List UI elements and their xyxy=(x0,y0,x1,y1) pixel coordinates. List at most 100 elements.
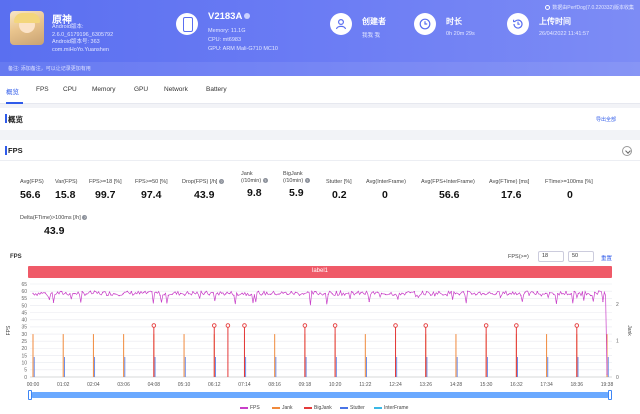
y-right-tick-label: 2 xyxy=(616,302,619,308)
fps-point xyxy=(73,293,75,295)
help-icon[interactable]: ? xyxy=(218,179,224,185)
reset-button[interactable]: 重置 xyxy=(601,256,613,262)
x-tick-label: 13:26 xyxy=(419,382,432,388)
bigjank-marker xyxy=(514,323,519,328)
device-info: Memory: 11.1G CPU: mt6983 GPU: ARM Mali-… xyxy=(208,27,278,54)
time-range-slider[interactable] xyxy=(30,392,610,398)
fps-threshold-max-input[interactable]: 50 xyxy=(568,251,594,262)
metric-delta-ftime: Delta(FTime)>100ms [/h] ? 43.9 xyxy=(20,215,88,237)
fps-point xyxy=(212,292,214,294)
app-package: com.miHoYo.Yuanshen xyxy=(52,46,109,53)
legend-item-fps[interactable]: FPS xyxy=(240,405,260,411)
tab-cpu[interactable]: CPU xyxy=(63,86,77,93)
fps-point xyxy=(356,292,358,294)
y-tick-label: 55 xyxy=(21,296,27,302)
slider-right-handle[interactable] xyxy=(608,390,612,400)
fps-point xyxy=(245,294,247,296)
bigjank-marker xyxy=(423,323,428,328)
fps-point xyxy=(315,291,317,293)
fps-point xyxy=(241,292,243,294)
legend-item-stutter[interactable]: Stutter xyxy=(340,405,365,411)
x-tick-label: 10:20 xyxy=(329,382,342,388)
fps-point xyxy=(167,294,169,296)
fps-point xyxy=(532,291,534,293)
fps-threshold-min-input[interactable]: 18 xyxy=(538,251,564,262)
device-memory: Memory: 11.1G xyxy=(208,28,246,34)
bigjank-marker xyxy=(212,323,217,328)
fps-series-line xyxy=(32,289,608,375)
tab-memory[interactable]: Memory xyxy=(92,86,116,93)
help-icon[interactable]: ? xyxy=(262,177,268,183)
tab-network[interactable]: Network xyxy=(164,86,188,93)
fps-point xyxy=(454,293,456,295)
x-tick-label: 01:02 xyxy=(57,382,70,388)
fps-point xyxy=(487,292,489,294)
fps-point xyxy=(450,291,452,293)
phone-icon xyxy=(176,13,198,35)
fps-point xyxy=(458,294,460,296)
fps-point xyxy=(397,298,399,300)
legend-item-interframe[interactable]: InterFrame xyxy=(374,405,408,411)
app-meta: Android版本: 2.6.0_6179196_6305792 Android… xyxy=(52,24,113,54)
fps-point xyxy=(385,293,387,296)
help-icon[interactable]: ? xyxy=(82,215,88,221)
fps-point xyxy=(278,293,280,295)
fps-point xyxy=(520,294,522,297)
bigjank-marker xyxy=(242,323,247,328)
slider-left-handle[interactable] xyxy=(28,390,32,400)
device-tag-icon[interactable] xyxy=(244,13,251,20)
x-tick-label: 09:18 xyxy=(299,382,312,388)
fps-point xyxy=(298,294,301,296)
legend-item-jank[interactable]: Jank xyxy=(272,405,293,411)
export-all-link[interactable]: 导出全部 xyxy=(595,117,616,123)
fps-point xyxy=(426,291,428,293)
label-bar[interactable]: label1 xyxy=(28,266,612,278)
fps-point xyxy=(557,293,559,295)
fps-point xyxy=(339,290,342,292)
help-icon[interactable]: ? xyxy=(304,177,310,183)
metric-avg-ftime: Avg(FTime) [ms] 17.6 xyxy=(489,179,530,201)
fps-point xyxy=(446,295,448,297)
fps-point xyxy=(495,293,497,295)
fps-point xyxy=(401,292,403,294)
fps-point xyxy=(331,293,333,295)
active-tab-indicator xyxy=(6,102,23,104)
fps-point xyxy=(98,291,100,293)
overview-panel: 概览 导出全部 xyxy=(0,108,640,130)
device-gpu: GPU: ARM Mali-G710 MC10 xyxy=(208,46,278,52)
fps-point xyxy=(122,293,124,295)
legend-item-bigjank[interactable]: BigJank xyxy=(304,405,332,411)
collapse-chevron-icon[interactable] xyxy=(622,146,632,156)
fps-point xyxy=(323,293,325,295)
remark-bar[interactable] xyxy=(0,62,640,76)
fps-point xyxy=(93,290,96,292)
fps-point xyxy=(553,293,555,295)
x-tick-label: 07:14 xyxy=(238,382,251,388)
fps-point xyxy=(569,293,571,295)
y-tick-label: 65 xyxy=(21,282,27,288)
fps-point xyxy=(118,295,120,297)
metric-fps-ge-18: FPS>=18 [%] 99.7 xyxy=(89,179,122,201)
fps-point xyxy=(581,291,584,293)
overview-title: 概览 xyxy=(8,115,23,124)
fps-point xyxy=(590,294,592,297)
y-tick-label: 25 xyxy=(21,339,27,345)
tab-fps[interactable]: FPS xyxy=(36,86,49,93)
fps-point xyxy=(48,298,51,300)
fps-point xyxy=(380,292,383,294)
tab-gpu[interactable]: GPU xyxy=(134,86,149,93)
x-tick-label: 19:38 xyxy=(601,382,614,388)
y-tick-label: 35 xyxy=(21,325,27,331)
tab-battery[interactable]: Battery xyxy=(206,86,227,93)
fps-point xyxy=(561,293,563,295)
fps-point xyxy=(364,293,366,295)
tab-overview[interactable]: 概览 xyxy=(6,89,19,96)
remark-text[interactable]: 备注: 添加备注，可以让记录更加有用 xyxy=(8,66,91,72)
fps-point xyxy=(307,291,309,293)
duration-value: 0h 20m 29s xyxy=(446,31,475,37)
fps-point xyxy=(286,293,288,295)
fps-point xyxy=(544,292,547,294)
fps-point xyxy=(348,292,350,294)
y-tick-label: 5 xyxy=(24,368,27,374)
